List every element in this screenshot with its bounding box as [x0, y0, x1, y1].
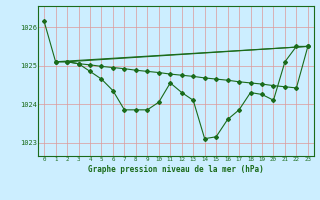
X-axis label: Graphe pression niveau de la mer (hPa): Graphe pression niveau de la mer (hPa): [88, 165, 264, 174]
